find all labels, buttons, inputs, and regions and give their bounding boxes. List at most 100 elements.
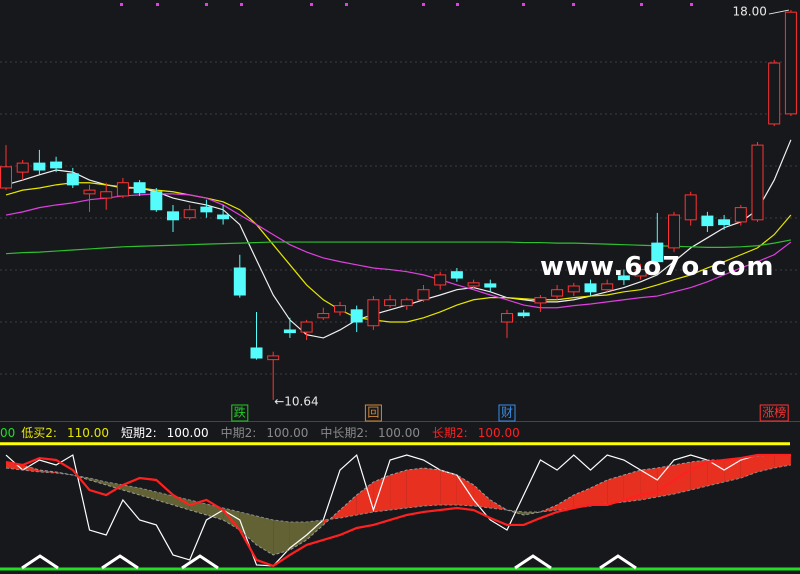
candle-body xyxy=(501,313,513,323)
candle-body xyxy=(634,269,647,277)
indicator-band xyxy=(690,459,708,491)
buy-markers xyxy=(21,554,637,570)
legend-name: 低买2 xyxy=(21,426,57,440)
candle-body xyxy=(350,309,363,323)
signal-box xyxy=(364,404,382,422)
signal-box xyxy=(231,404,249,422)
indicator-band xyxy=(6,462,23,471)
legend-value: 100.00 xyxy=(378,426,421,440)
candle-body xyxy=(283,329,296,334)
candle-body xyxy=(551,289,564,297)
candle-body xyxy=(200,206,213,213)
indicator-band xyxy=(340,495,357,519)
indicator-band xyxy=(173,496,190,511)
indicator-band xyxy=(674,462,691,494)
signal-badge: 回 xyxy=(364,404,382,422)
candle-body xyxy=(467,282,480,287)
indicator-band xyxy=(423,468,441,506)
price-annotation: ←10.64 xyxy=(274,394,318,408)
candle-body xyxy=(384,299,397,307)
signal-label: 财 xyxy=(501,406,513,420)
candle-body xyxy=(116,182,129,197)
legend-value: 100.00 xyxy=(166,426,209,440)
indicator-line xyxy=(5,464,791,523)
legend-name: 长期2 xyxy=(432,426,468,440)
indicator-band xyxy=(707,459,725,486)
candle-body xyxy=(150,191,163,211)
moving-average xyxy=(5,193,792,309)
indicator-band xyxy=(273,519,290,555)
candle-body xyxy=(167,211,179,221)
candle-body xyxy=(417,289,430,301)
candle-body xyxy=(584,283,597,293)
candle-body xyxy=(33,162,46,171)
candle-body xyxy=(701,215,714,227)
indicator-line xyxy=(5,453,791,567)
candle-body xyxy=(300,321,313,333)
signal-badge: 跌 xyxy=(231,404,249,422)
indicator-band xyxy=(590,479,608,506)
candle-body xyxy=(768,62,781,125)
indicator-band xyxy=(724,458,741,483)
indicator-band xyxy=(557,495,574,511)
legend-name: 中长期2 xyxy=(320,426,368,440)
candle-body xyxy=(183,209,196,219)
signal-box xyxy=(759,404,789,422)
indicator-band xyxy=(239,511,257,545)
indicator-band xyxy=(540,504,558,512)
indicator-band xyxy=(774,455,791,469)
legend-name: 短期2 xyxy=(121,426,157,440)
candle-body xyxy=(233,267,246,296)
candle-body xyxy=(651,242,664,263)
candle-body xyxy=(567,285,580,293)
candle-body xyxy=(50,161,63,169)
legend-entry: 中期2 100.00 xyxy=(221,426,315,440)
candle-body xyxy=(334,305,346,313)
indicator-band xyxy=(139,488,157,500)
candle-body xyxy=(784,11,797,115)
candle-body xyxy=(367,299,380,327)
indicator-band xyxy=(757,455,775,472)
indicator-band xyxy=(456,475,474,506)
indicator-band xyxy=(356,482,374,515)
candle-body xyxy=(400,299,413,307)
legend-entry: 低买2 110.00 xyxy=(21,426,115,440)
candle-body xyxy=(133,182,146,194)
indicator-band xyxy=(473,484,491,508)
legend-entry: 长期2 100.00 xyxy=(432,426,526,440)
indicator-line xyxy=(5,453,791,568)
top-dots xyxy=(120,3,693,6)
indicator-band xyxy=(573,488,591,508)
candle-body xyxy=(534,297,547,304)
candle-body xyxy=(250,347,263,359)
indicator-band xyxy=(740,456,758,479)
indicator-band xyxy=(306,519,324,540)
candle-body xyxy=(267,355,280,361)
price-annotation: 18.00 xyxy=(733,5,767,19)
indicator-band xyxy=(89,478,107,485)
signal-badge: 财 xyxy=(498,404,516,422)
legend-entry: 中长期2 100.00 xyxy=(320,426,426,440)
legend-value: 100.00 xyxy=(477,426,520,440)
watermark: www.6o7o.com xyxy=(540,252,775,282)
indicator-band xyxy=(440,470,457,505)
legend-value: 100.00 xyxy=(266,426,309,440)
candle-body xyxy=(0,166,12,189)
candle-body xyxy=(517,312,530,317)
candle-body xyxy=(217,214,230,220)
candle-body xyxy=(317,313,330,319)
indicator-band xyxy=(406,468,424,508)
signal-label: 回 xyxy=(367,406,379,420)
indicator-band xyxy=(289,521,307,551)
indicator-band xyxy=(373,475,391,512)
candle-body xyxy=(718,219,731,226)
legend-value: 110.00 xyxy=(66,426,109,440)
indicator-band xyxy=(607,475,624,505)
indicator-band xyxy=(256,516,274,555)
candle-body xyxy=(484,283,497,288)
candle-body xyxy=(751,144,764,221)
signal-box xyxy=(498,404,516,422)
candle-body xyxy=(100,191,113,199)
